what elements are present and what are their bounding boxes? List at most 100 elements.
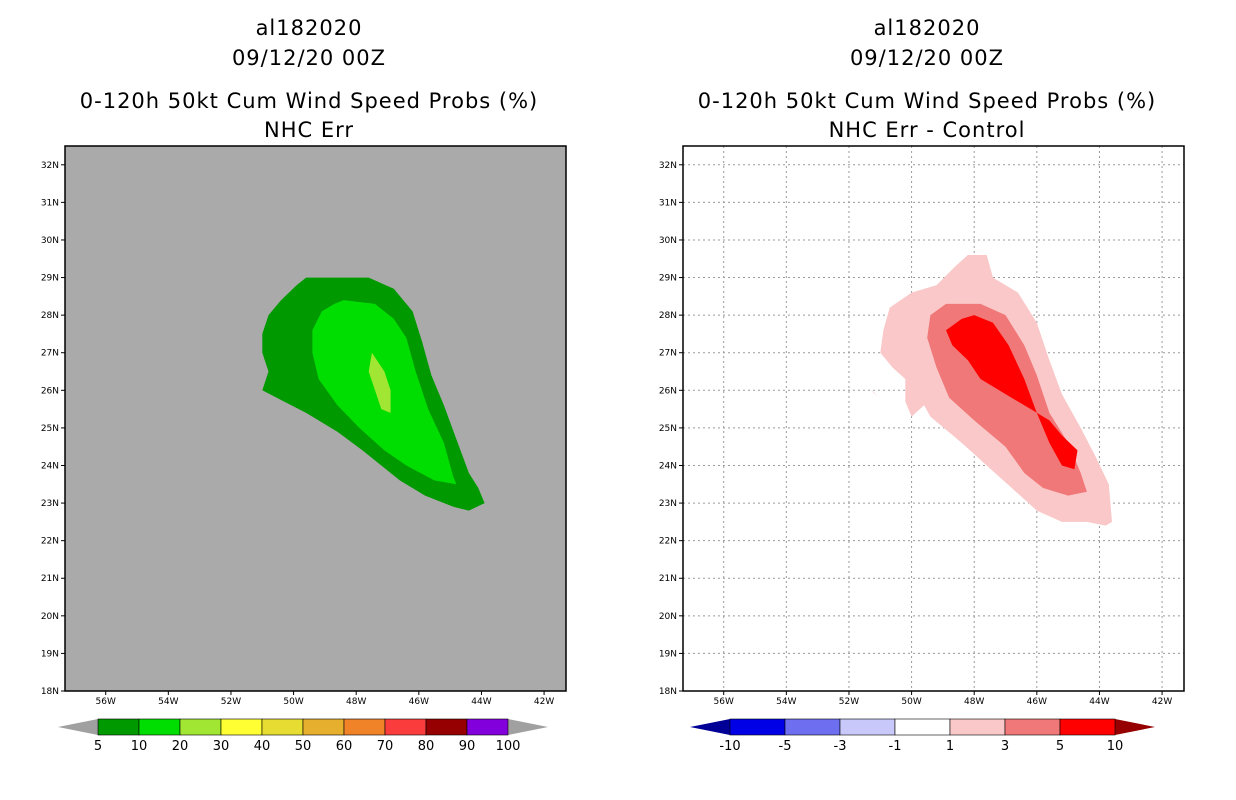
colorbar-swatch: [1004, 718, 1061, 736]
lon-tick-label: 46W: [409, 697, 429, 707]
lat-tick-label: 25N: [659, 424, 677, 434]
lon-tick-label: 56W: [96, 697, 116, 707]
subtitle: NHC Err: [263, 118, 354, 142]
colorbar-high-arrow: [1115, 719, 1155, 735]
date-title: 09/12/20 00Z: [849, 46, 1005, 70]
colorbar-swatch: [138, 718, 181, 736]
colorbar-label: -5: [779, 739, 792, 754]
colorbar-swatch: [220, 718, 263, 736]
lat-tick-label: 28N: [41, 311, 59, 321]
colorbar-swatch: [729, 718, 786, 736]
colorbar-label: 50: [295, 739, 312, 754]
lat-tick-label: 23N: [41, 499, 59, 509]
colorbar-label: -3: [834, 739, 847, 754]
lat-tick-label: 27N: [41, 349, 59, 359]
map-frame: [64, 145, 567, 692]
lon-tick-label: 50W: [901, 697, 921, 707]
colorbar-swatch: [179, 718, 222, 736]
product-title: 0-120h 50kt Cum Wind Speed Probs (%): [79, 89, 539, 113]
lat-tick-label: 31N: [41, 198, 59, 208]
colorbar: -10 -5 -3 -1 1 3 5 10: [690, 718, 1155, 754]
storm-id-title: al182020: [255, 16, 363, 40]
colorbar-swatch: [97, 718, 140, 736]
lat-tick-label: 28N: [659, 311, 677, 321]
lat-tick-label: 27N: [659, 349, 677, 359]
map-axes: 32N 31N 30N 29N 28N 27N 26N 25N 24N 23N 22N 21N 20N 1…: [659, 146, 1184, 707]
lat-tick-label: 20N: [41, 612, 59, 622]
lon-tick-label: 48W: [964, 697, 984, 707]
colorbar-swatch: [466, 718, 509, 736]
lon-tick-label: 50W: [283, 697, 303, 707]
lat-tick-label: 21N: [659, 574, 677, 584]
lat-tick-label: 21N: [41, 574, 59, 584]
difference-contour: [946, 315, 1078, 470]
lat-tick-label: 20N: [659, 612, 677, 622]
colorbar-label: 80: [418, 739, 435, 754]
lat-tick-label: 25N: [41, 424, 59, 434]
colorbar: 5 10 20 30 40 50 60 70 80 90 100: [58, 718, 548, 754]
map-frame: [682, 145, 1185, 692]
colorbar-swatch: [949, 718, 1006, 736]
lat-tick-label: 26N: [659, 386, 677, 396]
colorbar-label: 5: [94, 739, 102, 754]
probability-contour: [368, 352, 391, 413]
colorbar-swatch: [1059, 718, 1116, 736]
colorbar-label: 100: [496, 739, 521, 754]
colorbar-label: 70: [377, 739, 394, 754]
lon-tick-label: 52W: [839, 697, 859, 707]
colorbar-label: 3: [1001, 739, 1009, 754]
left-map-panel: al182020 09/12/20 00Z 0-120h 50kt Cum Wi…: [41, 16, 567, 754]
lon-tick-label: 46W: [1027, 697, 1047, 707]
subtitle: NHC Err - Control: [828, 118, 1026, 142]
lat-tick-label: 24N: [659, 461, 677, 471]
lat-tick-label: 22N: [41, 537, 59, 547]
lon-tick-label: 48W: [346, 697, 366, 707]
lat-tick-label: 29N: [659, 274, 677, 284]
lon-tick-label: 54W: [776, 697, 796, 707]
colorbar-swatch: [302, 718, 345, 736]
lon-tick-label: 52W: [221, 697, 241, 707]
lat-tick-label: 19N: [41, 649, 59, 659]
colorbar-label: 90: [459, 739, 476, 754]
colorbar-label: -10: [719, 739, 740, 754]
lat-tick-label: 32N: [41, 161, 59, 171]
lon-tick-label: 42W: [1152, 697, 1172, 707]
colorbar-swatch: [384, 718, 427, 736]
colorbar-label: 30: [213, 739, 230, 754]
colorbar-label: 1: [946, 739, 954, 754]
lat-tick-label: 29N: [41, 274, 59, 284]
lat-tick-label: 31N: [659, 198, 677, 208]
lat-tick-label: 18N: [659, 687, 677, 697]
lon-tick-label: 54W: [158, 697, 178, 707]
lat-tick-label: 22N: [659, 537, 677, 547]
colorbar-label: -1: [889, 739, 902, 754]
lat-tick-label: 19N: [659, 649, 677, 659]
lat-tick-label: 26N: [41, 386, 59, 396]
left-map-svg: 32N 31N 30N 29N 28N 27N 26N 25N 24N 23N 22N 21N 20N 1…: [41, 145, 567, 754]
lat-tick-label: 30N: [41, 236, 59, 246]
colorbar-high-arrow: [508, 719, 548, 735]
storm-id-title: al182020: [873, 16, 981, 40]
product-title: 0-120h 50kt Cum Wind Speed Probs (%): [697, 89, 1157, 113]
lat-tick-label: 23N: [659, 499, 677, 509]
lat-tick-label: 30N: [659, 236, 677, 246]
lon-tick-label: 44W: [1089, 697, 1109, 707]
colorbar-low-arrow: [58, 719, 98, 735]
colorbar-label: 60: [336, 739, 353, 754]
colorbar-label: 40: [254, 739, 271, 754]
colorbar-label: 10: [131, 739, 148, 754]
lat-tick-label: 32N: [659, 161, 677, 171]
lat-tick-label: 18N: [41, 687, 59, 697]
colorbar-swatch: [894, 718, 951, 736]
colorbar-label: 5: [1056, 739, 1064, 754]
lon-tick-label: 56W: [714, 697, 734, 707]
lon-tick-label: 42W: [534, 697, 554, 707]
date-title: 09/12/20 00Z: [231, 46, 387, 70]
colorbar-low-arrow: [690, 719, 730, 735]
lon-tick-label: 44W: [471, 697, 491, 707]
colorbar-label: 10: [1107, 739, 1124, 754]
lat-tick-label: 24N: [41, 461, 59, 471]
colorbar-label: 20: [172, 739, 189, 754]
map-axes: 32N 31N 30N 29N 28N 27N 26N 25N 24N 23N 22N 21N 20N 1…: [41, 161, 555, 707]
colorbar-swatch: [425, 718, 468, 736]
